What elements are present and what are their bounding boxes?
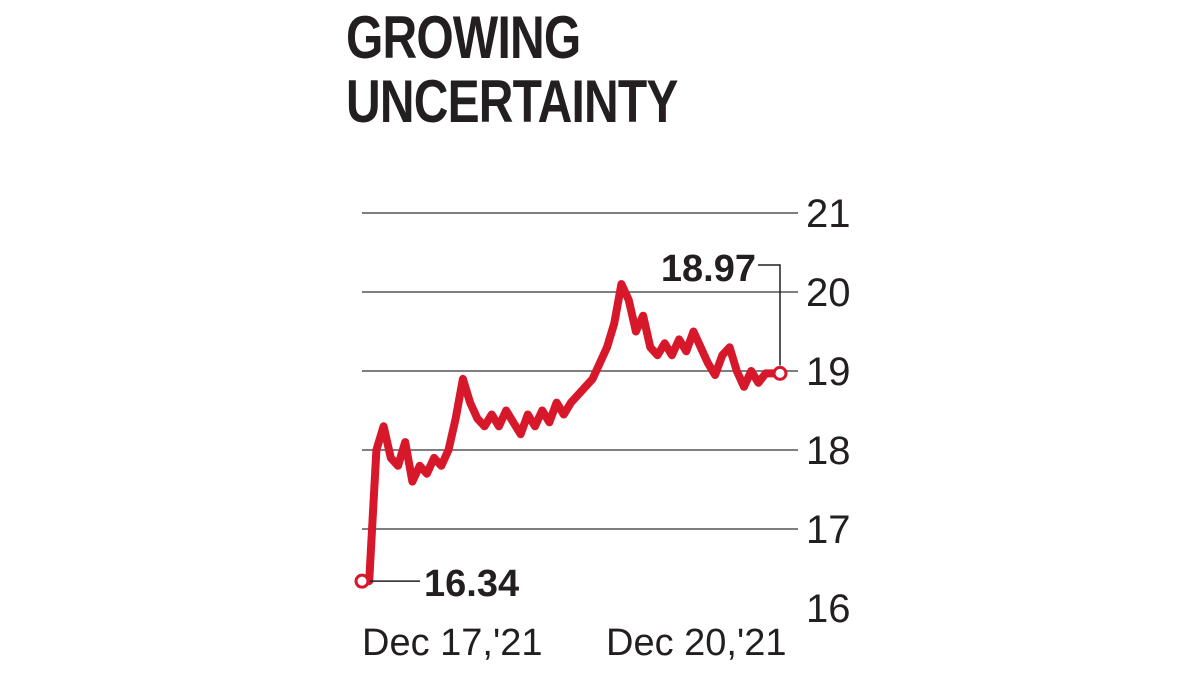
y-tick-label-19: 19	[806, 350, 851, 394]
series-layer	[354, 280, 788, 589]
y-tick-label-21: 21	[806, 192, 851, 236]
end-point-marker	[772, 365, 788, 381]
x-tick-label-start: Dec 17,'21	[362, 622, 542, 664]
x-tick-label-end: Dec 20,'21	[606, 622, 786, 664]
callouts: 16.34 18.97	[370, 248, 781, 605]
y-tick-label-17: 17	[806, 508, 851, 552]
start-point-marker	[354, 573, 370, 589]
y-tick-label-16: 16	[806, 587, 851, 631]
title-line-2: UNCERTAINTY	[346, 68, 678, 135]
y-axis-tick-labels: 21 20 19 18 17 16	[806, 192, 851, 631]
chart-title: GROWING UNCERTAINTY	[346, 6, 678, 134]
end-callout-leader	[758, 264, 781, 366]
end-value-label: 18.97	[661, 248, 756, 290]
series-line	[358, 280, 784, 586]
y-tick-label-18: 18	[806, 429, 851, 473]
y-tick-label-20: 20	[806, 271, 851, 315]
start-value-label: 16.34	[424, 563, 519, 605]
title-line-1: GROWING	[346, 4, 581, 71]
grid-lines	[362, 212, 798, 530]
